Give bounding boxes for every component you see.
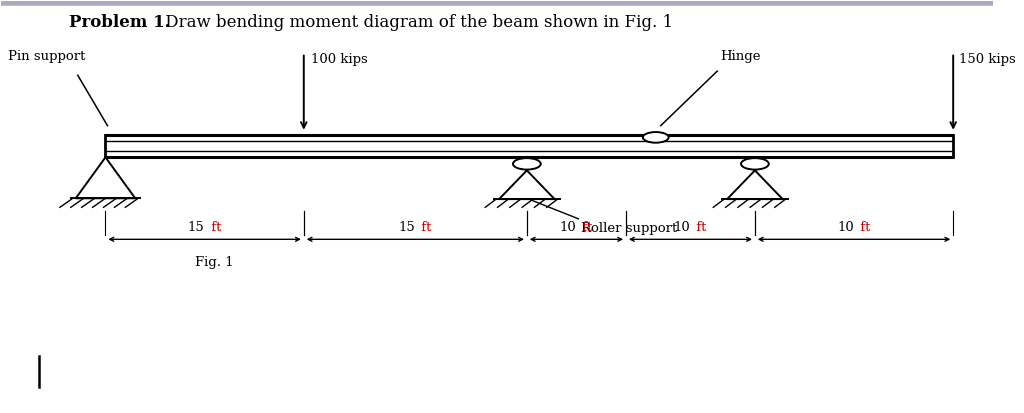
Text: Draw bending moment diagram of the beam shown in Fig. 1: Draw bending moment diagram of the beam … [160, 14, 673, 31]
Text: 150 kips: 150 kips [959, 53, 1016, 66]
Text: ft: ft [692, 221, 707, 233]
Text: Fig. 1: Fig. 1 [196, 256, 233, 269]
Text: 100 kips: 100 kips [310, 53, 368, 66]
Text: 10: 10 [560, 221, 577, 233]
Text: Problem 1.: Problem 1. [69, 14, 170, 31]
Text: 15: 15 [187, 221, 205, 233]
Text: 10: 10 [674, 221, 690, 233]
Text: ft: ft [207, 221, 221, 233]
Text: Pin support: Pin support [8, 50, 86, 63]
Text: ft: ft [579, 221, 593, 233]
Text: 15: 15 [398, 221, 416, 233]
Text: ft: ft [856, 221, 870, 233]
Text: ft: ft [418, 221, 432, 233]
Text: 10: 10 [838, 221, 854, 233]
Text: Roller support: Roller support [582, 222, 678, 235]
Circle shape [643, 132, 669, 143]
Text: Hinge: Hinge [720, 50, 761, 63]
